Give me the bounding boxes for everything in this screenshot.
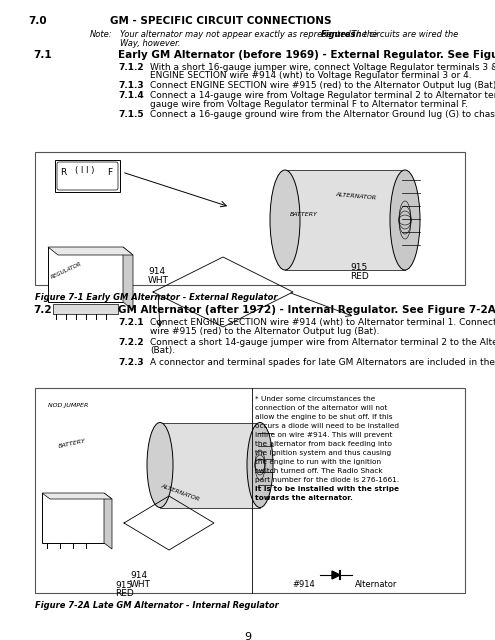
Text: Note:: Note: — [90, 30, 113, 39]
Text: allow the engine to be shut off. If this: allow the engine to be shut off. If this — [255, 414, 393, 420]
Text: Figures: Figures — [321, 30, 357, 39]
Text: BATTERY: BATTERY — [290, 212, 318, 217]
Text: A connector and terminal spades for late GM Alternators are included in the part: A connector and terminal spades for late… — [150, 358, 495, 367]
Text: wire #915 (red) to the Alternator Output lug (Bat).: wire #915 (red) to the Alternator Output… — [150, 326, 379, 335]
Text: Way, however.: Way, however. — [120, 39, 180, 48]
Text: towards the alternator.: towards the alternator. — [255, 495, 353, 501]
Text: 7.1: 7.1 — [33, 50, 51, 60]
Bar — [42, 493, 104, 543]
Text: WHT: WHT — [148, 276, 169, 285]
FancyBboxPatch shape — [57, 162, 118, 190]
Text: With a short 16-gauge jumper wire, connect Voltage Regulator terminals 3 & 4 tog: With a short 16-gauge jumper wire, conne… — [150, 63, 495, 72]
Text: Connect ENGINE SECTION wire #914 (wht) to Alternator terminal 1. Connect ENGINE : Connect ENGINE SECTION wire #914 (wht) t… — [150, 318, 495, 327]
Text: 7.2.1: 7.2.1 — [118, 318, 144, 327]
Text: Connect a short 14-gauge jumper wire from Alternator terminal 2 to the Alternato: Connect a short 14-gauge jumper wire fro… — [150, 338, 495, 347]
Text: F: F — [107, 168, 112, 177]
Text: 914: 914 — [148, 267, 165, 276]
Polygon shape — [123, 247, 133, 310]
Text: gauge wire from Voltage Regulator terminal F to Alternator terminal F.: gauge wire from Voltage Regulator termin… — [150, 100, 468, 109]
Ellipse shape — [247, 422, 273, 508]
Text: the ignition system and thus causing: the ignition system and thus causing — [255, 450, 391, 456]
Text: GM Alternator (after 1972) - Internal Regulator. See Figure 7-2A.: GM Alternator (after 1972) - Internal Re… — [118, 305, 495, 315]
Text: Connect a 14-gauge wire from Voltage Regulator terminal 2 to Alternator terminal: Connect a 14-gauge wire from Voltage Reg… — [150, 92, 495, 100]
Text: 9: 9 — [244, 632, 251, 640]
Text: ENGINE SECTION wire #914 (wht) to Voltage Regulator terminal 3 or 4.: ENGINE SECTION wire #914 (wht) to Voltag… — [150, 72, 472, 81]
Bar — [35, 388, 465, 593]
Polygon shape — [332, 571, 340, 579]
Text: Figure 7-2A Late GM Alternator - Internal Regulator: Figure 7-2A Late GM Alternator - Interna… — [35, 601, 279, 610]
Text: BATTERY: BATTERY — [58, 438, 87, 449]
Text: * Under some circumstances the: * Under some circumstances the — [255, 396, 375, 402]
Text: RED: RED — [115, 589, 134, 598]
Text: ALTERNATOR: ALTERNATOR — [335, 192, 376, 200]
Text: 7.1.2: 7.1.2 — [118, 63, 144, 72]
Text: #914: #914 — [292, 580, 315, 589]
Ellipse shape — [147, 422, 173, 508]
Polygon shape — [42, 493, 112, 499]
Text: 915: 915 — [115, 581, 132, 590]
Text: Figure 7-1 Early GM Alternator - External Regulator: Figure 7-1 Early GM Alternator - Externa… — [35, 293, 278, 302]
Text: ALTERNATOR: ALTERNATOR — [160, 483, 200, 502]
Text: It is to be installed with the stripe: It is to be installed with the stripe — [255, 486, 399, 492]
Bar — [53, 304, 118, 314]
Text: the engine to run with the ignition: the engine to run with the ignition — [255, 459, 381, 465]
Text: (Bat).: (Bat). — [150, 346, 175, 355]
Bar — [48, 247, 123, 302]
Text: Early GM Alternator (before 1969) - External Regulator. See Figure 7-1.: Early GM Alternator (before 1969) - Exte… — [118, 50, 495, 60]
Text: switch turned off. The Radio Shack: switch turned off. The Radio Shack — [255, 468, 383, 474]
Text: RED: RED — [350, 272, 369, 281]
Text: 7.2.2: 7.2.2 — [118, 338, 144, 347]
Text: . The circuits are wired the: . The circuits are wired the — [346, 30, 458, 39]
Text: the alternator from back feeding into: the alternator from back feeding into — [255, 441, 392, 447]
Text: 7.2.3: 7.2.3 — [118, 358, 144, 367]
Ellipse shape — [270, 170, 300, 270]
Bar — [55, 160, 120, 192]
Text: 7.2: 7.2 — [33, 305, 51, 315]
Text: connection of the alternator will not: connection of the alternator will not — [255, 405, 388, 411]
Ellipse shape — [390, 170, 420, 270]
Text: Connect ENGINE SECTION wire #915 (red) to the Alternator Output lug (Bat).: Connect ENGINE SECTION wire #915 (red) t… — [150, 81, 495, 90]
Text: 7.0: 7.0 — [28, 16, 47, 26]
Text: 7.1.5: 7.1.5 — [118, 110, 144, 119]
Text: NOD JUMPER: NOD JUMPER — [48, 403, 89, 408]
Text: R: R — [60, 168, 66, 177]
Text: 914: 914 — [130, 571, 147, 580]
Text: REGULATOR: REGULATOR — [50, 261, 83, 280]
Bar — [160, 423, 260, 508]
Text: ( I I ): ( I I ) — [75, 166, 95, 175]
Text: GM - SPECIFIC CIRCUIT CONNECTIONS: GM - SPECIFIC CIRCUIT CONNECTIONS — [110, 16, 332, 26]
Text: Connect a 16-gauge ground wire from the Alternator Ground lug (G) to chassis gro: Connect a 16-gauge ground wire from the … — [150, 110, 495, 119]
Text: 915: 915 — [350, 263, 367, 272]
Text: Alternator: Alternator — [355, 580, 397, 589]
Text: inline on wire #914. This will prevent: inline on wire #914. This will prevent — [255, 432, 393, 438]
Text: 7.1.4: 7.1.4 — [118, 92, 144, 100]
Text: Your alternator may not appear exactly as represented in the: Your alternator may not appear exactly a… — [120, 30, 380, 39]
Bar — [35, 152, 465, 285]
Text: WHT: WHT — [130, 580, 151, 589]
Text: part number for the diode is 276-1661.: part number for the diode is 276-1661. — [255, 477, 399, 483]
Text: occurs a diode will need to be installed: occurs a diode will need to be installed — [255, 423, 399, 429]
Polygon shape — [104, 493, 112, 549]
Text: 7.1.3: 7.1.3 — [118, 81, 144, 90]
Bar — [285, 170, 405, 270]
Polygon shape — [48, 247, 133, 255]
